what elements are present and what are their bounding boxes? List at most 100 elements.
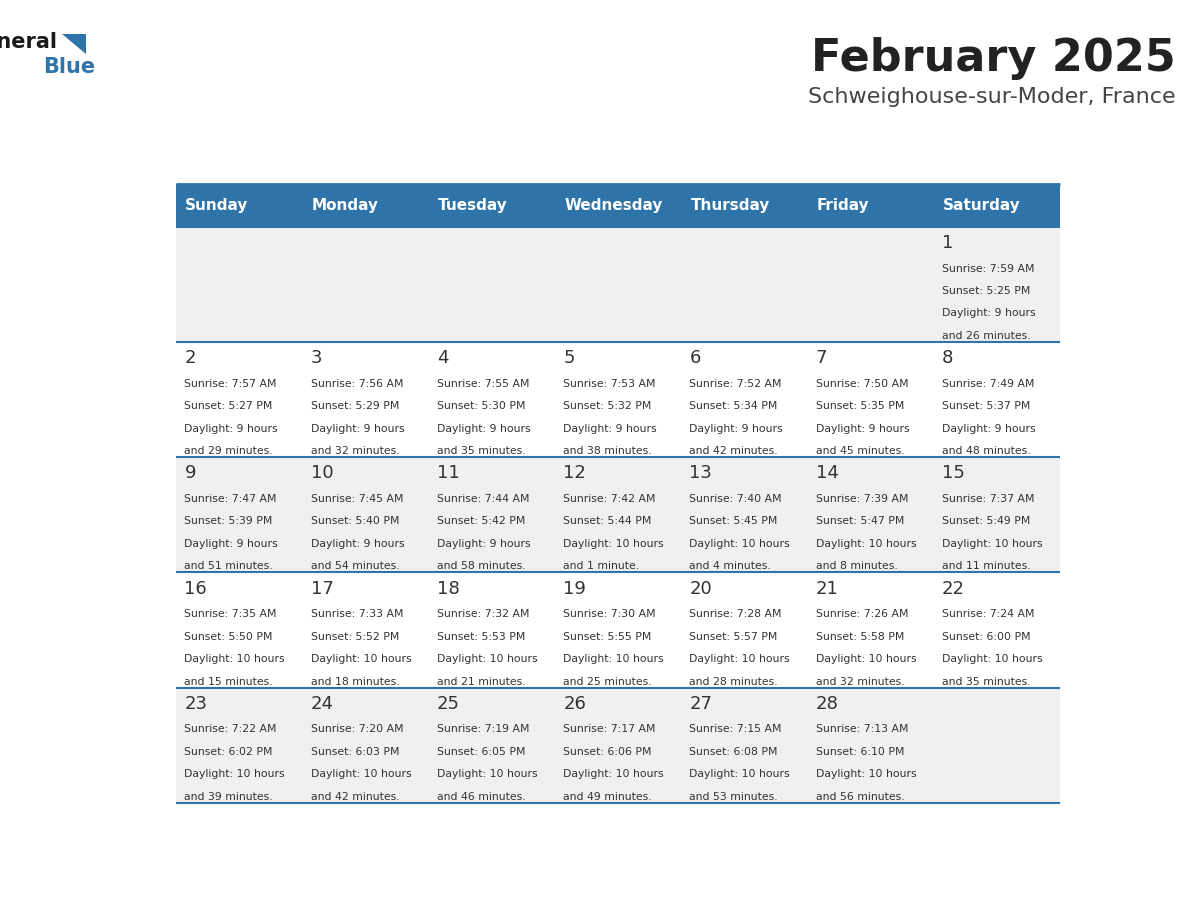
Text: Sunset: 5:30 PM: Sunset: 5:30 PM <box>437 401 525 411</box>
Text: Sunrise: 7:32 AM: Sunrise: 7:32 AM <box>437 610 530 620</box>
Text: and 26 minutes.: and 26 minutes. <box>942 331 1031 341</box>
Text: Saturday: Saturday <box>943 198 1020 213</box>
Text: Sunset: 5:35 PM: Sunset: 5:35 PM <box>816 401 904 411</box>
Text: 14: 14 <box>816 465 839 482</box>
Bar <box>681 573 808 688</box>
Text: Sunrise: 7:55 AM: Sunrise: 7:55 AM <box>437 379 530 388</box>
Text: Daylight: 9 hours: Daylight: 9 hours <box>311 424 404 433</box>
Text: Sunrise: 7:35 AM: Sunrise: 7:35 AM <box>184 610 277 620</box>
Text: Daylight: 10 hours: Daylight: 10 hours <box>816 769 916 779</box>
Text: and 35 minutes.: and 35 minutes. <box>942 677 1031 687</box>
Text: Sunset: 5:45 PM: Sunset: 5:45 PM <box>689 517 778 526</box>
Text: 2: 2 <box>184 349 196 367</box>
Text: 4: 4 <box>437 349 448 367</box>
Text: 9: 9 <box>184 465 196 482</box>
Bar <box>681 342 808 457</box>
Text: Sunset: 5:39 PM: Sunset: 5:39 PM <box>184 517 273 526</box>
Text: Sunset: 6:00 PM: Sunset: 6:00 PM <box>942 632 1031 642</box>
Bar <box>934 457 1060 573</box>
Text: Sunrise: 7:57 AM: Sunrise: 7:57 AM <box>184 379 277 388</box>
Text: Daylight: 10 hours: Daylight: 10 hours <box>942 539 1043 549</box>
Text: and 38 minutes.: and 38 minutes. <box>563 446 652 456</box>
Text: 18: 18 <box>437 579 460 598</box>
Text: 17: 17 <box>311 579 334 598</box>
Text: and 51 minutes.: and 51 minutes. <box>184 562 273 571</box>
Text: 28: 28 <box>816 695 839 712</box>
Text: and 1 minute.: and 1 minute. <box>563 562 639 571</box>
Text: 3: 3 <box>311 349 322 367</box>
Text: Daylight: 10 hours: Daylight: 10 hours <box>563 769 664 779</box>
Text: Daylight: 9 hours: Daylight: 9 hours <box>184 539 278 549</box>
Text: General: General <box>0 32 57 52</box>
Bar <box>176 688 303 803</box>
Text: Sunset: 5:34 PM: Sunset: 5:34 PM <box>689 401 778 411</box>
Text: Sunrise: 7:37 AM: Sunrise: 7:37 AM <box>942 494 1035 504</box>
Bar <box>808 227 934 342</box>
Text: Sunset: 6:02 PM: Sunset: 6:02 PM <box>184 747 273 756</box>
Text: Sunset: 5:47 PM: Sunset: 5:47 PM <box>816 517 904 526</box>
Text: Daylight: 9 hours: Daylight: 9 hours <box>816 424 909 433</box>
Text: 8: 8 <box>942 349 954 367</box>
Text: Sunrise: 7:42 AM: Sunrise: 7:42 AM <box>563 494 656 504</box>
Text: Sunrise: 7:52 AM: Sunrise: 7:52 AM <box>689 379 782 388</box>
Text: Daylight: 10 hours: Daylight: 10 hours <box>184 769 285 779</box>
Text: Daylight: 10 hours: Daylight: 10 hours <box>816 655 916 664</box>
Bar <box>681 227 808 342</box>
Text: Sunset: 5:49 PM: Sunset: 5:49 PM <box>942 517 1030 526</box>
Text: Daylight: 9 hours: Daylight: 9 hours <box>563 424 657 433</box>
Text: Sunrise: 7:45 AM: Sunrise: 7:45 AM <box>311 494 403 504</box>
Text: 6: 6 <box>689 349 701 367</box>
Text: Daylight: 10 hours: Daylight: 10 hours <box>689 539 790 549</box>
Bar <box>934 688 1060 803</box>
Text: Schweighouse-sur-Moder, France: Schweighouse-sur-Moder, France <box>809 87 1176 107</box>
Text: Sunset: 5:53 PM: Sunset: 5:53 PM <box>437 632 525 642</box>
Text: Daylight: 10 hours: Daylight: 10 hours <box>563 539 664 549</box>
Bar <box>808 342 934 457</box>
Bar <box>555 688 681 803</box>
Bar <box>808 185 934 227</box>
Text: Daylight: 9 hours: Daylight: 9 hours <box>689 424 783 433</box>
Bar <box>555 185 681 227</box>
Text: Sunrise: 7:33 AM: Sunrise: 7:33 AM <box>311 610 403 620</box>
Text: 15: 15 <box>942 465 965 482</box>
Bar <box>429 185 555 227</box>
Text: Sunset: 6:03 PM: Sunset: 6:03 PM <box>311 747 399 756</box>
Text: and 32 minutes.: and 32 minutes. <box>311 446 399 456</box>
Text: Sunset: 5:58 PM: Sunset: 5:58 PM <box>816 632 904 642</box>
Text: 1: 1 <box>942 234 954 252</box>
Text: Sunrise: 7:20 AM: Sunrise: 7:20 AM <box>311 724 403 734</box>
Text: Sunset: 6:05 PM: Sunset: 6:05 PM <box>437 747 525 756</box>
Text: and 54 minutes.: and 54 minutes. <box>311 562 399 571</box>
Text: Daylight: 10 hours: Daylight: 10 hours <box>689 655 790 664</box>
Text: Sunrise: 7:24 AM: Sunrise: 7:24 AM <box>942 610 1035 620</box>
Text: Blue: Blue <box>43 57 95 77</box>
Text: Sunset: 5:37 PM: Sunset: 5:37 PM <box>942 401 1030 411</box>
Bar <box>808 688 934 803</box>
Text: and 15 minutes.: and 15 minutes. <box>184 677 273 687</box>
Text: and 32 minutes.: and 32 minutes. <box>816 677 904 687</box>
Text: and 8 minutes.: and 8 minutes. <box>816 562 897 571</box>
Bar <box>303 688 429 803</box>
Bar <box>176 227 303 342</box>
Bar <box>934 573 1060 688</box>
Text: Sunset: 5:44 PM: Sunset: 5:44 PM <box>563 517 651 526</box>
Text: Sunday: Sunday <box>185 198 248 213</box>
Text: Sunrise: 7:44 AM: Sunrise: 7:44 AM <box>437 494 530 504</box>
Text: Sunset: 6:10 PM: Sunset: 6:10 PM <box>816 747 904 756</box>
Bar <box>808 573 934 688</box>
Text: Sunrise: 7:40 AM: Sunrise: 7:40 AM <box>689 494 782 504</box>
Text: and 25 minutes.: and 25 minutes. <box>563 677 652 687</box>
Text: Daylight: 9 hours: Daylight: 9 hours <box>184 424 278 433</box>
Bar <box>555 227 681 342</box>
Text: Daylight: 10 hours: Daylight: 10 hours <box>437 655 537 664</box>
Bar <box>681 457 808 573</box>
Text: Daylight: 10 hours: Daylight: 10 hours <box>689 769 790 779</box>
Text: Sunrise: 7:47 AM: Sunrise: 7:47 AM <box>184 494 277 504</box>
Bar <box>303 227 429 342</box>
Text: 20: 20 <box>689 579 713 598</box>
Text: Sunset: 5:32 PM: Sunset: 5:32 PM <box>563 401 651 411</box>
Text: 23: 23 <box>184 695 208 712</box>
Bar <box>681 688 808 803</box>
Text: Sunrise: 7:39 AM: Sunrise: 7:39 AM <box>816 494 909 504</box>
Bar <box>934 185 1060 227</box>
